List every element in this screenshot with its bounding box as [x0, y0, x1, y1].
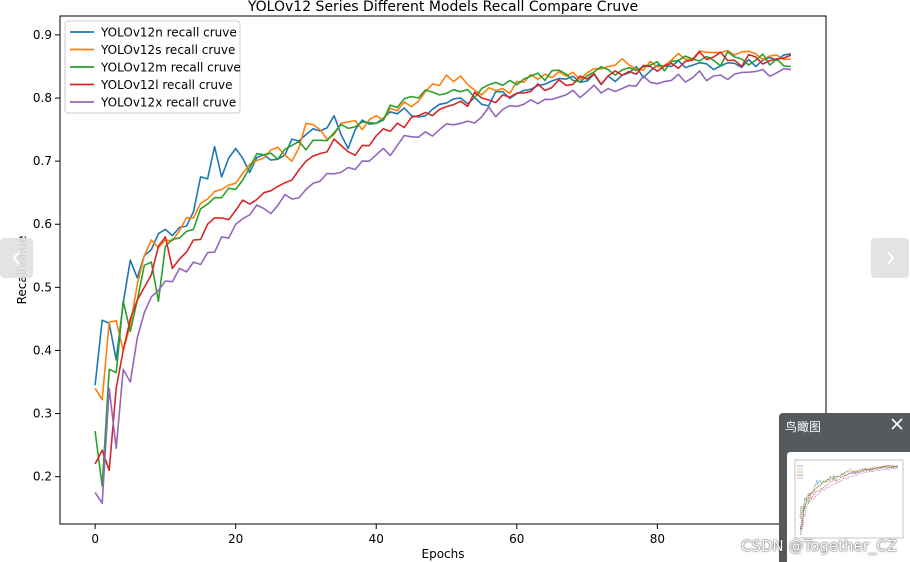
minimap-panel: 鸟瞰图	[779, 413, 910, 562]
plot-layer: YOLOv12 Series Different Models Recall C…	[15, 0, 827, 561]
prev-image-button[interactable]	[0, 238, 33, 278]
watermark: CSDN @Together_CZ	[741, 537, 898, 555]
legend-label-3: YOLOv12l recall cruve	[100, 78, 232, 92]
legend-box	[64, 20, 241, 114]
y-tick-label: 0.6	[33, 217, 52, 231]
series-line-1	[94, 49, 791, 401]
minimap-thumbnail[interactable]	[787, 452, 910, 562]
series-line-0	[94, 53, 792, 386]
chevron-left-icon	[12, 251, 20, 265]
thumbnail-series-4	[799, 467, 899, 536]
y-tick-label: 0.2	[33, 470, 52, 484]
chevron-right-icon	[887, 251, 895, 265]
thumbnail-series-3	[799, 465, 899, 530]
y-tick-label: 0.7	[33, 154, 52, 168]
legend-label-1: YOLOv12s recall cruve	[100, 43, 235, 57]
legend-label-0: YOLOv12n recall cruve	[100, 26, 237, 40]
y-tick-label: 0.4	[33, 343, 52, 357]
series-line-4	[94, 67, 792, 504]
x-tick-label: 40	[369, 532, 384, 546]
close-icon[interactable]	[890, 417, 904, 431]
y-tick-label: 0.9	[33, 28, 52, 42]
legend-label-2: YOLOv12m recall cruve	[100, 61, 241, 75]
x-axis-label: Epochs	[422, 547, 465, 561]
y-tick-label: 0.5	[33, 280, 52, 294]
thumbnail-frame	[794, 459, 904, 539]
x-tick-label: 20	[228, 532, 243, 546]
x-tick-label: 0	[91, 532, 99, 546]
x-tick-label: 80	[650, 532, 665, 546]
plot-frame	[59, 15, 827, 525]
chart-title: YOLOv12 Series Different Models Recall C…	[247, 0, 638, 15]
y-tick-label: 0.3	[33, 407, 52, 421]
legend-label-4: YOLOv12x recall cruve	[100, 96, 236, 110]
thumbnail-series-0	[799, 465, 899, 517]
series-line-2	[94, 51, 791, 487]
y-tick-label: 0.8	[33, 91, 52, 105]
next-image-button[interactable]	[871, 238, 909, 278]
series-line-3	[94, 51, 792, 472]
minimap-title: 鸟瞰图	[785, 420, 822, 434]
thumbnail-series-2	[799, 465, 899, 533]
legend: YOLOv12n recall cruve YOLOv12s recall cru…	[64, 20, 241, 114]
thumbnail-series-1	[799, 464, 899, 520]
x-tick-label: 60	[509, 532, 524, 546]
minimap-thumbnail-chart	[794, 459, 904, 539]
